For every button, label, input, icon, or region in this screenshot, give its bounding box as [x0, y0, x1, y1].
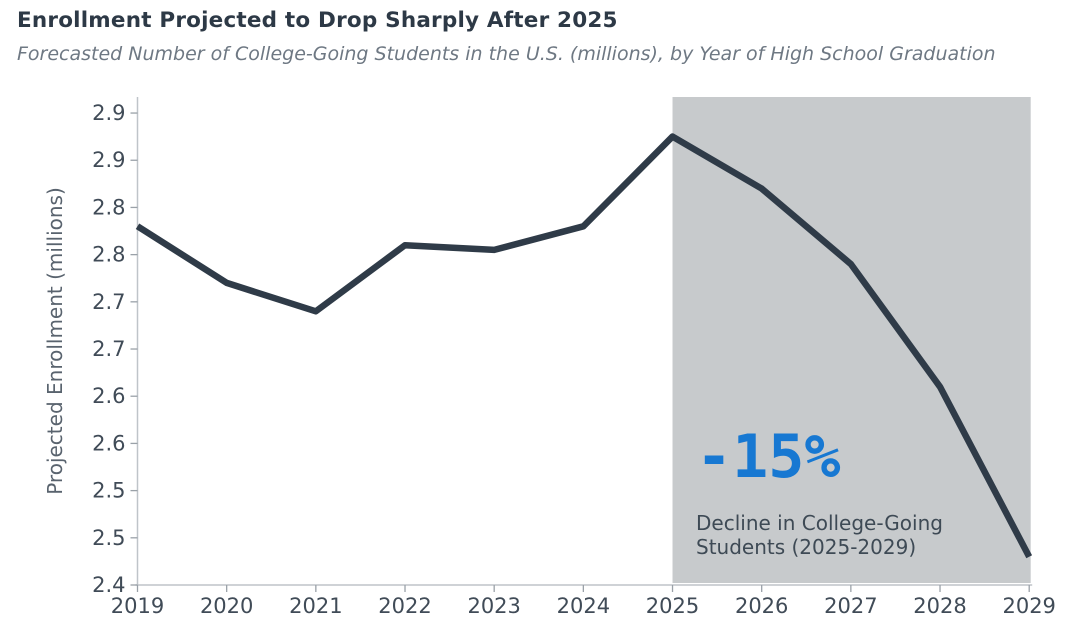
y-tick-label: 2.9 — [92, 101, 125, 125]
x-tick-label: 2029 — [1002, 594, 1055, 618]
x-tick-label: 2019 — [111, 594, 164, 618]
chart-title: Enrollment Projected to Drop Sharply Aft… — [17, 8, 618, 33]
enrollment-line — [135, 133, 1033, 559]
y-tick-label: 2.7 — [92, 337, 125, 361]
shaded-forecast-region — [672, 97, 1031, 583]
y-tick-label: 2.9 — [92, 148, 125, 172]
annotation-caption-line2: Students (2025-2029) — [696, 535, 917, 559]
x-tick-label: 2025 — [646, 594, 699, 618]
x-tick-label: 2027 — [824, 594, 877, 618]
x-tick-label: 2026 — [735, 594, 788, 618]
y-tick-label: 2.5 — [92, 526, 125, 550]
annotation-caption-line1: Decline in College-Going — [696, 511, 943, 535]
y-tick-label: 2.5 — [92, 479, 125, 503]
annotation-percent: -15% — [696, 422, 841, 492]
x-tick-label: 2022 — [378, 594, 431, 618]
y-tick-label: 2.6 — [92, 384, 125, 408]
x-tick-label: 2020 — [200, 594, 253, 618]
forecast-annotation: -15% Decline in College-Going Students (… — [696, 427, 996, 559]
x-tick-label: 2021 — [289, 594, 342, 618]
annotation-caption: Decline in College-Going Students (2025-… — [696, 511, 996, 559]
y-tick-label: 2.4 — [92, 573, 125, 597]
x-tick-label: 2023 — [467, 594, 520, 618]
y-tick-label: 2.7 — [92, 290, 125, 314]
x-tick-label: 2028 — [913, 594, 966, 618]
x-tick-label: 2024 — [557, 594, 610, 618]
y-tick-label: 2.8 — [92, 195, 125, 219]
y-tick-label: 2.6 — [92, 431, 125, 455]
y-tick-label: 2.8 — [92, 243, 125, 267]
chart-subtitle: Forecasted Number of College-Going Stude… — [17, 43, 996, 65]
